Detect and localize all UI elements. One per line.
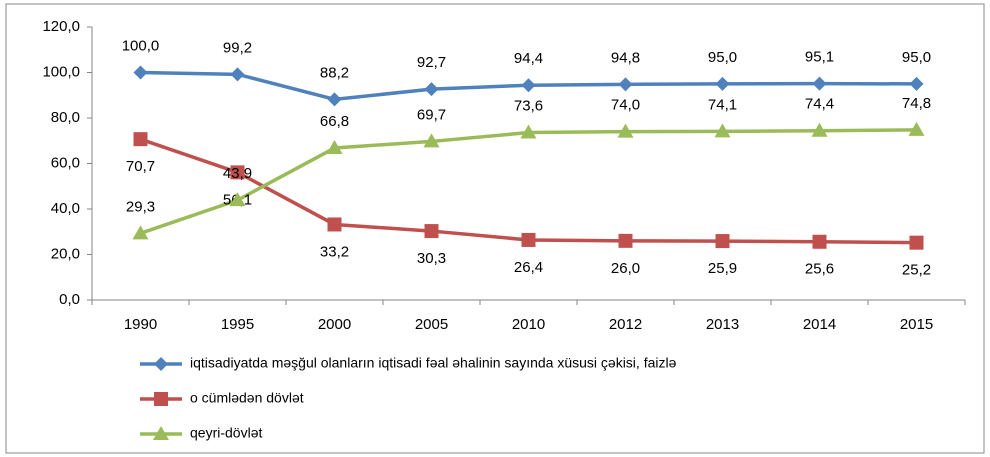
x-tick-label: 2005 bbox=[415, 316, 448, 333]
y-tick-label: 40,0 bbox=[51, 200, 80, 217]
data-label: 43,9 bbox=[223, 165, 252, 182]
data-label: 94,4 bbox=[514, 50, 543, 67]
y-tick-label: 80,0 bbox=[51, 109, 80, 126]
marker bbox=[812, 234, 827, 249]
marker bbox=[154, 392, 168, 406]
x-tick-label: 2000 bbox=[318, 316, 351, 333]
data-label: 69,7 bbox=[417, 106, 446, 123]
data-label: 74,1 bbox=[708, 96, 737, 113]
marker bbox=[153, 426, 169, 440]
data-label: 94,8 bbox=[611, 49, 640, 66]
marker bbox=[327, 217, 342, 232]
data-label: 74,0 bbox=[611, 97, 640, 114]
data-label: 66,8 bbox=[320, 113, 349, 130]
x-tick-label: 2014 bbox=[803, 316, 836, 333]
marker bbox=[133, 132, 148, 147]
data-label: 99,2 bbox=[223, 39, 252, 56]
data-label: 70,7 bbox=[126, 158, 155, 175]
marker bbox=[521, 232, 536, 247]
legend-label: o cümlədən dövlət bbox=[190, 390, 304, 406]
marker bbox=[617, 123, 634, 138]
data-label: 25,6 bbox=[805, 261, 834, 278]
marker bbox=[521, 78, 536, 93]
y-tick-label: 60,0 bbox=[51, 154, 80, 171]
data-label: 29,3 bbox=[126, 198, 155, 215]
data-label: 74,4 bbox=[805, 96, 834, 113]
marker bbox=[618, 77, 633, 92]
y-tick-label: 120,0 bbox=[42, 18, 80, 35]
y-tick-label: 100,0 bbox=[42, 63, 80, 80]
data-label: 73,6 bbox=[514, 98, 543, 115]
marker bbox=[424, 82, 439, 97]
data-label: 25,9 bbox=[708, 260, 737, 277]
data-label: 26,4 bbox=[514, 259, 543, 276]
x-tick-label: 2015 bbox=[900, 316, 933, 333]
y-tick-label: 20,0 bbox=[51, 245, 80, 262]
marker bbox=[132, 225, 149, 240]
marker bbox=[326, 140, 343, 155]
data-label: 26,0 bbox=[611, 260, 640, 277]
data-label: 88,2 bbox=[320, 64, 349, 81]
marker bbox=[230, 165, 245, 180]
marker bbox=[715, 76, 730, 91]
marker bbox=[230, 67, 245, 82]
marker bbox=[424, 224, 439, 239]
marker bbox=[520, 124, 537, 139]
marker bbox=[423, 133, 440, 148]
data-label: 74,8 bbox=[902, 95, 931, 112]
marker bbox=[908, 121, 925, 136]
data-label: 100,0 bbox=[122, 37, 160, 54]
marker bbox=[327, 92, 342, 107]
data-label: 95,1 bbox=[805, 49, 834, 66]
data-label: 25,2 bbox=[902, 262, 931, 279]
x-tick-label: 1995 bbox=[221, 316, 254, 333]
y-tick-label: 0,0 bbox=[59, 291, 80, 308]
x-tick-label: 2012 bbox=[609, 316, 642, 333]
marker bbox=[229, 192, 246, 207]
marker bbox=[812, 76, 827, 91]
x-tick-label: 2010 bbox=[512, 316, 545, 333]
marker bbox=[714, 123, 731, 138]
legend-label: iqtisadiyatda məşğul olanların iqtisadi … bbox=[190, 355, 677, 371]
marker bbox=[618, 233, 633, 248]
x-tick-label: 2013 bbox=[706, 316, 739, 333]
marker bbox=[909, 76, 924, 91]
x-tick-label: 1990 bbox=[124, 316, 157, 333]
data-label: 33,2 bbox=[320, 243, 349, 260]
marker bbox=[154, 357, 168, 371]
data-label: 95,0 bbox=[902, 49, 931, 66]
data-label: 92,7 bbox=[417, 54, 446, 71]
legend-label: qeyri-dövlət bbox=[190, 425, 262, 441]
marker bbox=[909, 235, 924, 250]
data-label: 30,3 bbox=[417, 250, 446, 267]
data-label: 95,0 bbox=[708, 49, 737, 66]
marker bbox=[811, 122, 828, 137]
marker bbox=[715, 234, 730, 249]
marker bbox=[133, 65, 148, 80]
